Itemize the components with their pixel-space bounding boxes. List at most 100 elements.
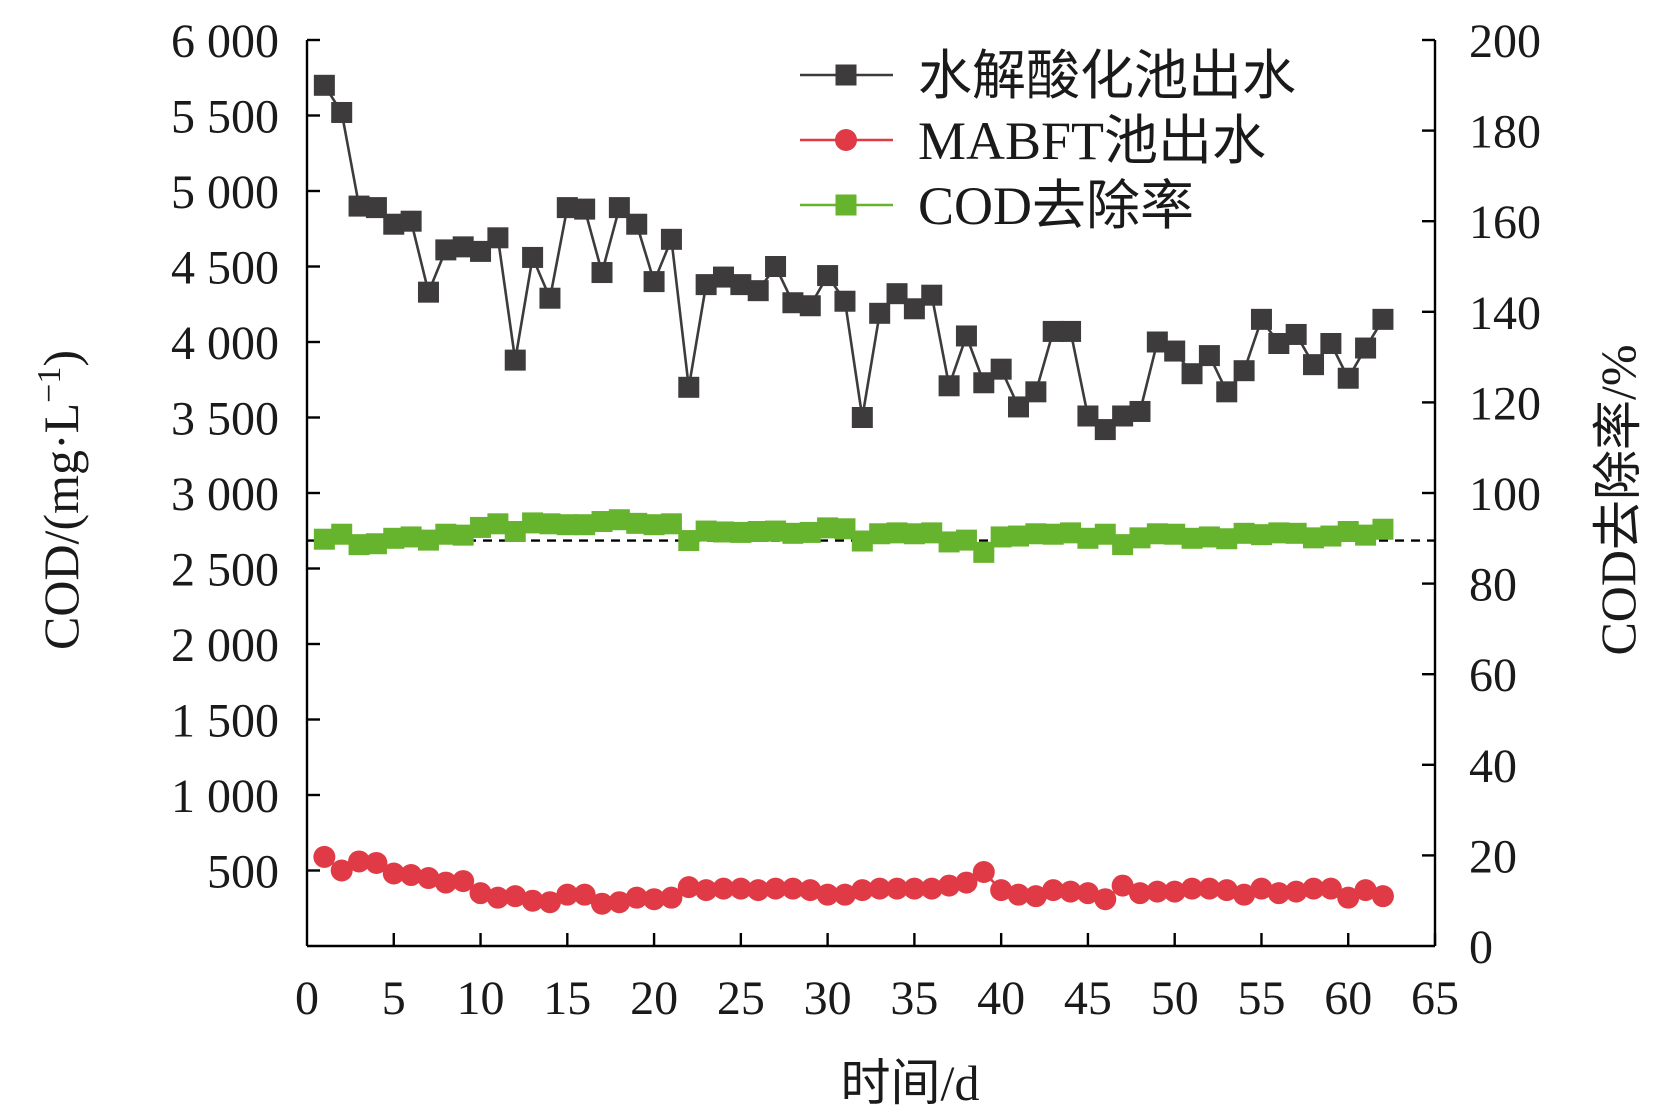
data-point-cod-removal-rate: [1077, 527, 1099, 549]
data-point-hydrolysis-effluent: [1181, 363, 1203, 385]
data-point-hydrolysis-effluent: [1164, 340, 1186, 362]
data-point-mabft-effluent: [990, 879, 1013, 902]
data-point-cod-removal-rate: [348, 534, 370, 556]
data-point-cod-removal-rate: [678, 530, 700, 552]
y-right-tick-label: 100: [1469, 468, 1541, 521]
x-tick-label: 20: [630, 972, 678, 1025]
data-point-mabft-effluent: [382, 862, 405, 885]
data-point-cod-removal-rate: [1060, 522, 1082, 544]
data-point-mabft-effluent: [1302, 877, 1325, 900]
legend-marker-mabft-effluent: [835, 129, 857, 151]
y-left-axis-title-close: ): [33, 350, 89, 367]
data-point-mabft-effluent: [851, 879, 874, 902]
data-point-cod-removal-rate: [1285, 522, 1307, 544]
data-point-hydrolysis-effluent: [799, 295, 821, 317]
data-point-cod-removal-rate: [955, 529, 977, 551]
data-point-cod-removal-rate: [921, 522, 943, 544]
legend-label-cod-removal-rate: COD去除率: [918, 176, 1194, 236]
data-point-hydrolysis-effluent: [765, 256, 787, 277]
data-point-hydrolysis-effluent: [1198, 345, 1220, 367]
data-point-mabft-effluent: [521, 889, 544, 912]
data-point-cod-removal-rate: [522, 512, 544, 534]
data-point-mabft-effluent: [886, 877, 909, 900]
data-point-mabft-effluent: [1337, 886, 1360, 909]
data-point-cod-removal-rate: [1355, 524, 1377, 546]
data-point-hydrolysis-effluent: [903, 298, 925, 320]
data-point-hydrolysis-effluent: [973, 372, 995, 394]
data-point-cod-removal-rate: [1233, 522, 1255, 544]
axes-layer: 0 5 10 15 20 25 30 35 40 45 50 55 60 65 500 1 000 1 500 2…: [171, 15, 1541, 1025]
x-tick-label: 60: [1324, 972, 1372, 1025]
data-point-mabft-effluent: [1198, 877, 1221, 900]
data-point-mabft-effluent: [1059, 880, 1082, 903]
data-point-hydrolysis-effluent: [886, 283, 908, 305]
data-point-cod-removal-rate: [313, 528, 335, 550]
data-point-mabft-effluent: [816, 883, 839, 906]
x-tick-label: 40: [977, 972, 1025, 1025]
data-point-mabft-effluent: [1285, 880, 1308, 903]
legend-marker-hydrolysis-effluent: [835, 64, 857, 86]
legend-label-hydrolysis-effluent: 水解酸化池出水: [918, 46, 1296, 106]
data-point-cod-removal-rate: [1094, 523, 1116, 545]
x-tick-label: 30: [804, 972, 852, 1025]
data-point-cod-removal-rate: [1112, 534, 1134, 556]
data-point-cod-removal-rate: [886, 522, 908, 544]
data-point-cod-removal-rate: [591, 511, 613, 533]
data-point-cod-removal-rate: [903, 523, 925, 545]
data-point-hydrolysis-effluent: [660, 228, 682, 250]
data-point-mabft-effluent: [1215, 879, 1238, 902]
data-point-mabft-effluent: [643, 888, 666, 911]
data-point-mabft-effluent: [417, 867, 440, 890]
data-point-mabft-effluent: [538, 891, 561, 914]
data-point-hydrolysis-effluent: [1320, 333, 1342, 355]
data-point-hydrolysis-effluent: [487, 227, 509, 249]
y-left-tick-label: 1 000: [171, 770, 279, 823]
y-left-tick-label: 2 500: [171, 544, 279, 597]
data-point-hydrolysis-effluent: [695, 274, 717, 296]
data-point-mabft-effluent: [1076, 882, 1099, 905]
data-point-cod-removal-rate: [973, 541, 995, 563]
x-tick-label: 45: [1064, 972, 1112, 1025]
y-right-tick-label: 20: [1469, 830, 1517, 883]
data-point-hydrolysis-effluent: [1129, 400, 1151, 422]
y-right-tick-label: 80: [1469, 559, 1517, 612]
data-point-hydrolysis-effluent: [1146, 331, 1168, 353]
data-point-cod-removal-rate: [765, 520, 787, 542]
x-tick-label: 50: [1151, 972, 1199, 1025]
data-point-hydrolysis-effluent: [747, 280, 769, 302]
data-point-cod-removal-rate: [1320, 525, 1342, 547]
data-point-hydrolysis-effluent: [591, 262, 613, 284]
data-point-cod-removal-rate: [1216, 528, 1238, 550]
data-point-hydrolysis-effluent: [626, 213, 648, 235]
data-point-hydrolysis-effluent: [383, 213, 405, 235]
data-point-hydrolysis-effluent: [417, 281, 439, 303]
x-tick-label: 0: [295, 972, 319, 1025]
data-point-hydrolysis-effluent: [851, 407, 873, 428]
data-point-mabft-effluent: [1111, 874, 1134, 897]
data-point-mabft-effluent: [955, 871, 978, 894]
data-point-cod-removal-rate: [1198, 526, 1220, 548]
data-point-cod-removal-rate: [938, 531, 960, 553]
data-point-hydrolysis-effluent: [331, 101, 353, 123]
y-left-tick-label: 6 000: [171, 15, 279, 68]
x-tick-label: 25: [717, 972, 765, 1025]
data-point-mabft-effluent: [833, 883, 856, 906]
x-tick-label: 55: [1237, 972, 1285, 1025]
data-point-cod-removal-rate: [574, 514, 596, 536]
data-point-cod-removal-rate: [817, 517, 839, 539]
data-point-cod-removal-rate: [782, 522, 804, 544]
data-point-mabft-effluent: [677, 876, 700, 899]
data-point-hydrolysis-effluent: [955, 325, 977, 347]
data-point-mabft-effluent: [573, 883, 596, 906]
data-point-hydrolysis-effluent: [470, 240, 492, 262]
data-point-mabft-effluent: [1233, 883, 1256, 906]
data-point-cod-removal-rate: [504, 521, 526, 543]
x-tick-label: 10: [457, 972, 505, 1025]
data-point-hydrolysis-effluent: [1233, 360, 1255, 382]
data-point-mabft-effluent: [764, 877, 787, 900]
data-point-mabft-effluent: [1146, 880, 1169, 903]
y-right-tick-label: 120: [1469, 377, 1541, 430]
y-left-axis-title: COD/(mg·L−1): [31, 350, 89, 650]
